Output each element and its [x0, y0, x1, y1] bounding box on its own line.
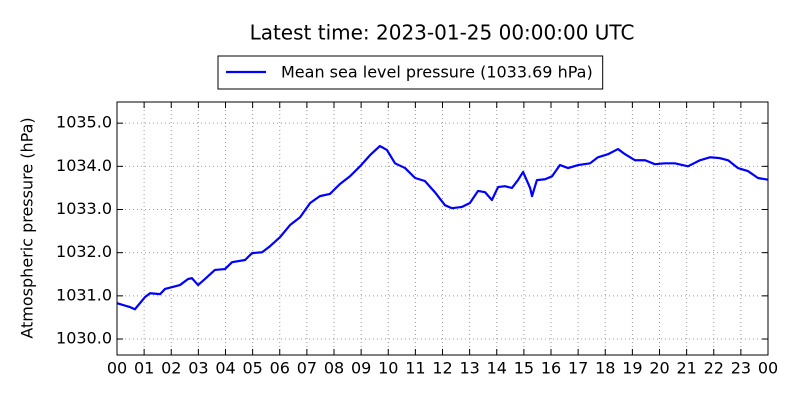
x-tick-label: 07 [297, 359, 317, 378]
y-tick-label: 1032.0 [56, 242, 112, 261]
x-tick-label: 06 [270, 359, 290, 378]
legend: Mean sea level pressure (1033.69 hPa) [217, 55, 604, 90]
x-tick-label: 13 [459, 359, 479, 378]
x-tick-label: 22 [704, 359, 724, 378]
x-tick-label: 23 [731, 359, 751, 378]
data-line [116, 144, 769, 311]
y-tick-label: 1031.0 [56, 285, 112, 304]
x-tick-label: 01 [134, 359, 154, 378]
x-tick-label: 08 [324, 359, 344, 378]
y-axis-label: Atmospheric pressure (hPa) [18, 117, 37, 338]
y-tick-label: 1030.0 [56, 329, 112, 348]
x-tick-label: 19 [622, 359, 642, 378]
x-tick-label: 04 [215, 359, 235, 378]
x-tick-label: 15 [514, 359, 534, 378]
x-tick-label: 11 [405, 359, 425, 378]
x-tick-label: 03 [188, 359, 208, 378]
y-tick-label: 1033.0 [56, 199, 112, 218]
grid [116, 102, 769, 355]
x-tick-label: 21 [676, 359, 696, 378]
x-tick-label: 00 [758, 359, 778, 378]
x-tick-label: 02 [161, 359, 181, 378]
x-tick-label: 00 [107, 359, 127, 378]
x-tick-label: 05 [242, 359, 262, 378]
x-tick-label: 17 [568, 359, 588, 378]
y-tick-label: 1035.0 [56, 113, 112, 132]
plot-area [116, 144, 769, 311]
x-tick-label: 18 [595, 359, 615, 378]
x-tick-label: 12 [432, 359, 452, 378]
legend-box [217, 55, 604, 90]
x-tick-label: 14 [487, 359, 507, 378]
y-tick-label: 1034.0 [56, 156, 112, 175]
plot-frame [116, 101, 769, 356]
legend-label: Mean sea level pressure (1033.69 hPa) [281, 63, 593, 82]
x-tick-label: 09 [351, 359, 371, 378]
chart-title: Latest time: 2023-01-25 00:00:00 UTC [250, 21, 635, 45]
x-tick-label: 10 [378, 359, 398, 378]
x-tick-label: 20 [649, 359, 669, 378]
x-tick-label: 16 [541, 359, 561, 378]
